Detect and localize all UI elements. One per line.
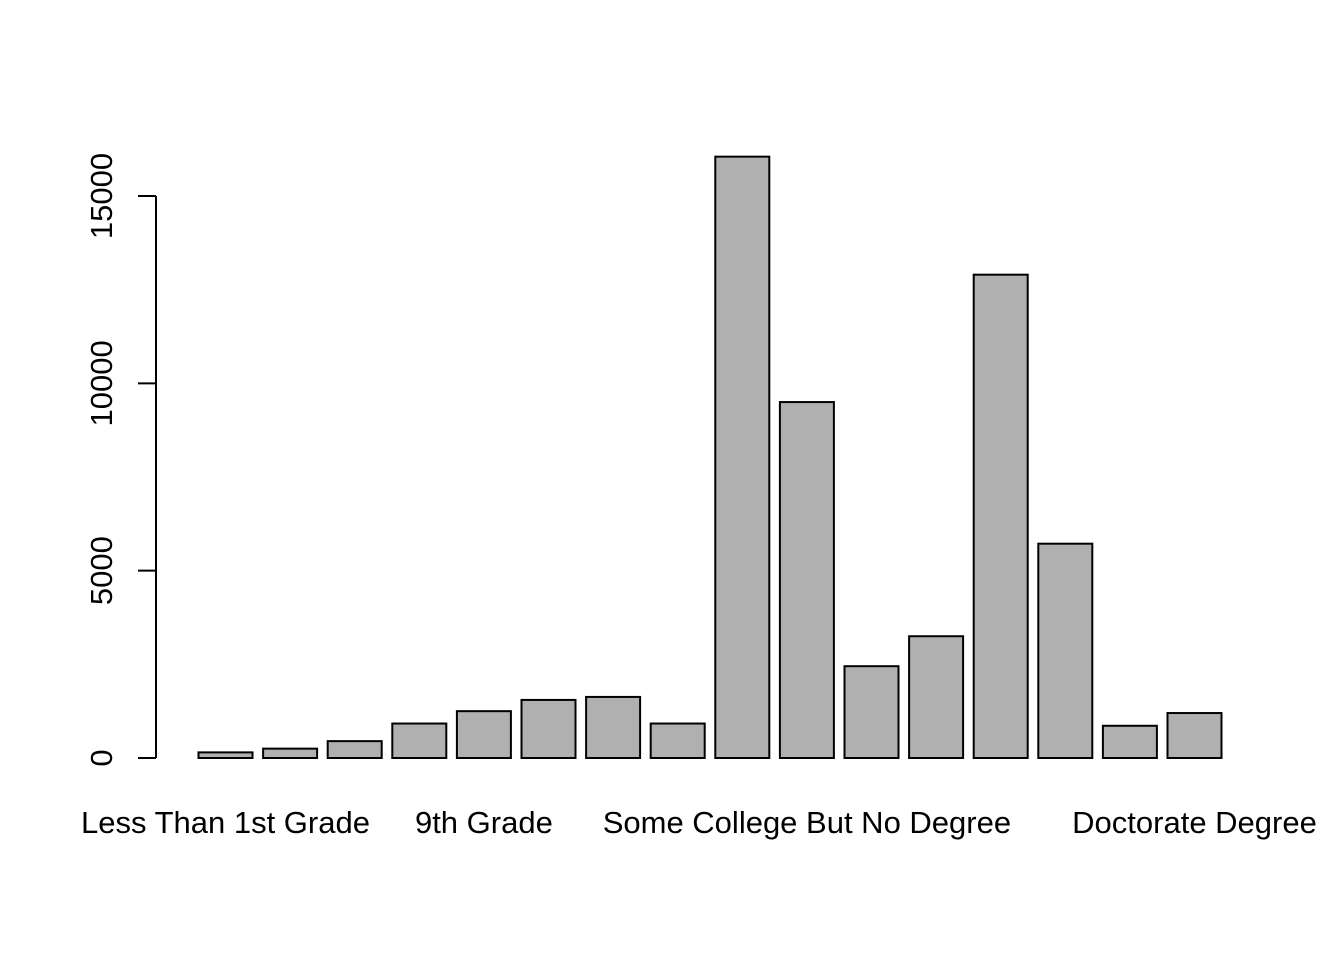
bar bbox=[714, 155, 771, 760]
bar bbox=[1101, 724, 1158, 760]
bar bbox=[843, 665, 900, 759]
y-tick-label: 10000 bbox=[84, 340, 119, 426]
bar bbox=[455, 710, 512, 760]
y-axis: 0 5000 10000 15000 bbox=[84, 153, 157, 767]
bar bbox=[908, 635, 965, 760]
bar bbox=[972, 273, 1029, 759]
x-category-label: 9th Grade bbox=[415, 805, 553, 840]
bars bbox=[197, 155, 1223, 760]
bar bbox=[326, 740, 383, 760]
bar bbox=[1037, 542, 1094, 759]
y-tick-label: 15000 bbox=[84, 153, 119, 239]
bar bbox=[262, 747, 319, 760]
bar bbox=[1166, 712, 1223, 759]
bar bbox=[585, 695, 642, 759]
y-tick-label: 5000 bbox=[84, 536, 119, 605]
bar bbox=[778, 401, 835, 759]
y-tick-label: 0 bbox=[84, 749, 119, 766]
bar bbox=[391, 722, 448, 759]
x-axis-labels: Less Than 1st Grade 9th Grade Some College… bbox=[81, 805, 1317, 840]
x-category-label: Less Than 1st Grade bbox=[81, 805, 370, 840]
x-category-label: Doctorate Degree bbox=[1072, 805, 1317, 840]
bar bbox=[197, 751, 254, 760]
bar bbox=[649, 722, 706, 759]
x-category-label: Some College But No Degree bbox=[603, 805, 1011, 840]
bar bbox=[520, 698, 577, 760]
